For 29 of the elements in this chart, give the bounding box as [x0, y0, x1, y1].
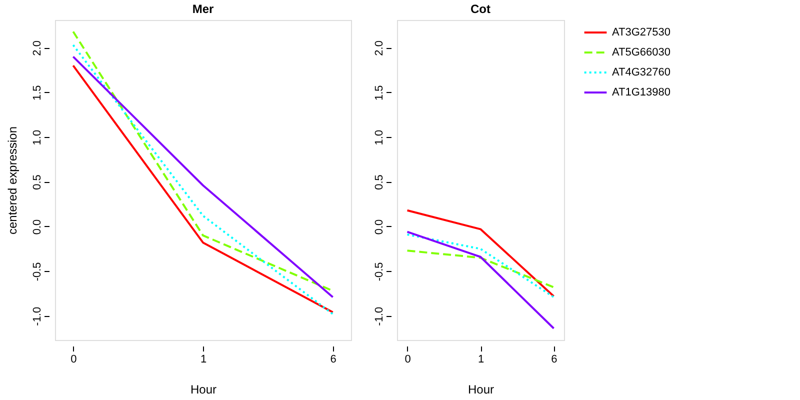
chart-title: Mer	[192, 2, 214, 16]
legend-label: AT4G32760	[612, 66, 671, 78]
y-axis-title: centered expression	[6, 126, 20, 235]
legend-label: AT3G27530	[612, 26, 671, 38]
y-tick-label: 2.0	[374, 40, 386, 56]
x-tick-label: 0	[404, 354, 411, 366]
x-tick-label: 0	[70, 354, 77, 366]
y-tick-label: 0.0	[374, 219, 386, 235]
y-tick-label: 2.0	[32, 40, 44, 56]
y-tick-label: 0.5	[374, 174, 386, 190]
x-tick-label: 6	[551, 354, 558, 366]
x-axis-title: Hour	[190, 382, 217, 396]
y-tick-label: -1.0	[374, 306, 386, 326]
chart-title: Cot	[470, 2, 490, 16]
y-tick-label: 0.0	[32, 219, 44, 235]
y-tick-label: 1.5	[32, 85, 44, 101]
y-tick-label: 1.0	[374, 130, 386, 146]
y-tick-label: -0.5	[32, 262, 44, 282]
x-tick-label: 1	[478, 354, 484, 366]
x-tick-label: 1	[200, 354, 207, 366]
legend-label: AT1G13980	[612, 86, 671, 98]
y-tick-label: -1.0	[32, 306, 44, 326]
x-axis-title: Hour	[468, 382, 494, 396]
y-tick-label: 1.0	[32, 130, 44, 146]
y-tick-label: 1.5	[374, 85, 386, 101]
y-tick-label: -0.5	[374, 262, 386, 282]
y-tick-label: 0.5	[32, 174, 44, 190]
legend-label: AT5G66030	[612, 46, 671, 58]
x-tick-label: 6	[330, 354, 336, 366]
